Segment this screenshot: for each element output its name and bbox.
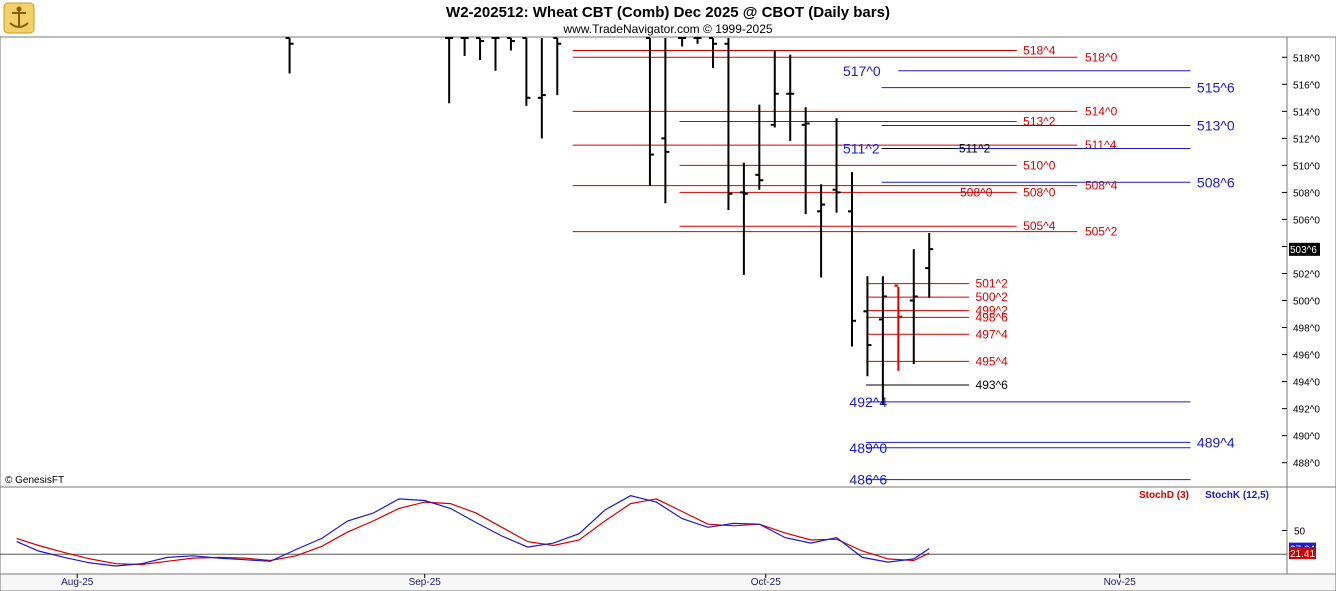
price-tick-label: 512^0 bbox=[1293, 134, 1320, 145]
ohlc-bar bbox=[476, 37, 485, 60]
ohlc-bar bbox=[522, 37, 531, 106]
ohlc-bar bbox=[925, 232, 934, 298]
ohlc-bar bbox=[678, 37, 687, 47]
level-label: 508^0 bbox=[1023, 185, 1056, 199]
ohlc-bar bbox=[708, 37, 717, 69]
level-lines: 518^4 518^0 517^0 515^6 514^0 513^2 513^0 511^4… bbox=[572, 44, 1235, 488]
ohlc-bar bbox=[832, 118, 841, 213]
ohlc-bar bbox=[801, 107, 810, 215]
level-label: 499^2 bbox=[976, 304, 1009, 318]
level-label: 514^0 bbox=[1085, 104, 1118, 118]
ohlc-bar bbox=[285, 37, 294, 74]
ohlc-bar bbox=[847, 172, 856, 347]
ohlc-bar bbox=[724, 38, 733, 210]
level-label: 505^2 bbox=[1085, 225, 1118, 239]
level-label: 489^0 bbox=[849, 440, 887, 456]
ohlc-bar bbox=[817, 184, 826, 278]
level-label: 501^2 bbox=[976, 277, 1009, 291]
level-label: 518^4 bbox=[1023, 44, 1056, 58]
stoch-series-line bbox=[16, 495, 930, 567]
ohlc-bar bbox=[645, 37, 654, 186]
price-bars bbox=[285, 37, 934, 405]
ohlc-bar bbox=[693, 37, 702, 44]
stoch-panel bbox=[0, 486, 1288, 575]
price-tick-label: 508^0 bbox=[1293, 188, 1320, 199]
ohlc-bar bbox=[537, 38, 546, 139]
level-label: 508^0 bbox=[960, 185, 993, 199]
x-axis: Aug-25 Sep-25 Oct-25 Nov-25 bbox=[61, 574, 1136, 588]
level-label: 500^2 bbox=[976, 290, 1009, 304]
last-price-label: 503^6 bbox=[1290, 245, 1317, 256]
level-label: 493^6 bbox=[976, 378, 1009, 392]
stoch-value-badge bbox=[1289, 547, 1316, 560]
price-tick-label: 498^0 bbox=[1293, 324, 1320, 335]
legend-stochk: StochK (12,5) bbox=[1205, 490, 1269, 501]
copyright: © GenesisFT bbox=[5, 475, 64, 486]
stoch-value-label: 21.41 bbox=[1290, 549, 1315, 560]
price-tick-label: 502^0 bbox=[1293, 269, 1320, 280]
price-tick-label: 488^0 bbox=[1293, 459, 1320, 470]
ohlc-bar bbox=[553, 37, 562, 96]
price-tick-label: 510^0 bbox=[1293, 161, 1320, 172]
price-axis: 518^0516^0514^0512^0510^0508^0506^0504^0… bbox=[1282, 53, 1320, 470]
last-price-badge bbox=[1289, 242, 1320, 256]
legend-stochd: StochD (3) bbox=[1139, 490, 1189, 501]
ohlc-bar bbox=[878, 276, 887, 405]
level-label: 492^4 bbox=[849, 394, 887, 410]
level-label: 508^4 bbox=[1085, 179, 1118, 193]
level-label: 518^0 bbox=[1085, 50, 1118, 64]
ohlc-bar bbox=[894, 284, 903, 371]
ohlc-bar bbox=[863, 276, 872, 377]
header: W2-202512: Wheat CBT (Comb) Dec 2025 @ C… bbox=[3, 2, 890, 36]
price-tick-label: 492^0 bbox=[1293, 405, 1320, 416]
ohlc-bar bbox=[755, 104, 764, 190]
stoch-tick-label: 50 bbox=[1294, 527, 1306, 538]
price-tick-label: 496^0 bbox=[1293, 351, 1320, 362]
stochastic-indicator: 5027.0421.41 bbox=[0, 495, 1316, 567]
price-axis-panel bbox=[1286, 36, 1336, 488]
ohlc-bar bbox=[445, 37, 454, 104]
x-axis-panel bbox=[0, 573, 1336, 591]
level-label: 513^2 bbox=[1023, 114, 1056, 128]
level-label: 515^6 bbox=[1197, 80, 1235, 96]
level-label: 511^2 bbox=[959, 141, 991, 155]
chart-title: W2-202512: Wheat CBT (Comb) Dec 2025 @ C… bbox=[446, 4, 890, 21]
ohlc-bar bbox=[661, 38, 670, 204]
level-label: 511^2 bbox=[843, 140, 880, 156]
level-label: 513^0 bbox=[1197, 118, 1235, 134]
ohlc-bar bbox=[909, 249, 918, 365]
level-label: 511^4 bbox=[1085, 138, 1117, 152]
level-label: 495^4 bbox=[976, 354, 1009, 368]
x-tick-label: Sep-25 bbox=[409, 577, 442, 588]
level-label: 497^4 bbox=[976, 327, 1009, 341]
level-label: 498^6 bbox=[976, 310, 1009, 324]
ohlc-bar bbox=[506, 37, 515, 51]
ohlc-bar bbox=[460, 37, 469, 56]
stoch-series-line bbox=[16, 498, 930, 566]
level-label: 508^6 bbox=[1197, 174, 1235, 190]
ohlc-bar bbox=[786, 54, 795, 142]
ohlc-bar bbox=[770, 50, 779, 128]
level-label: 510^0 bbox=[1023, 158, 1056, 172]
logo-icon bbox=[3, 2, 35, 34]
ohlc-bar bbox=[739, 162, 748, 275]
price-tick-label: 506^0 bbox=[1293, 215, 1320, 226]
price-tick-label: 490^0 bbox=[1293, 432, 1320, 443]
level-label: 517^0 bbox=[843, 63, 881, 79]
level-label: 489^4 bbox=[1197, 434, 1235, 450]
price-tick-label: 516^0 bbox=[1293, 80, 1320, 91]
level-label: 486^6 bbox=[849, 472, 887, 488]
x-tick-label: Aug-25 bbox=[61, 577, 94, 588]
price-panel bbox=[0, 36, 1288, 488]
price-tick-label: 514^0 bbox=[1293, 107, 1320, 118]
price-tick-label: 518^0 bbox=[1293, 53, 1320, 64]
price-tick-label: 500^0 bbox=[1293, 297, 1320, 308]
ohlc-bar bbox=[491, 37, 500, 71]
chart-subtitle: www.TradeNavigator.com © 1999-2025 bbox=[562, 22, 772, 36]
x-tick-label: Nov-25 bbox=[1104, 577, 1137, 588]
x-tick-label: Oct-25 bbox=[751, 577, 781, 588]
price-tick-label: 494^0 bbox=[1293, 378, 1320, 389]
level-label: 505^4 bbox=[1023, 219, 1056, 233]
